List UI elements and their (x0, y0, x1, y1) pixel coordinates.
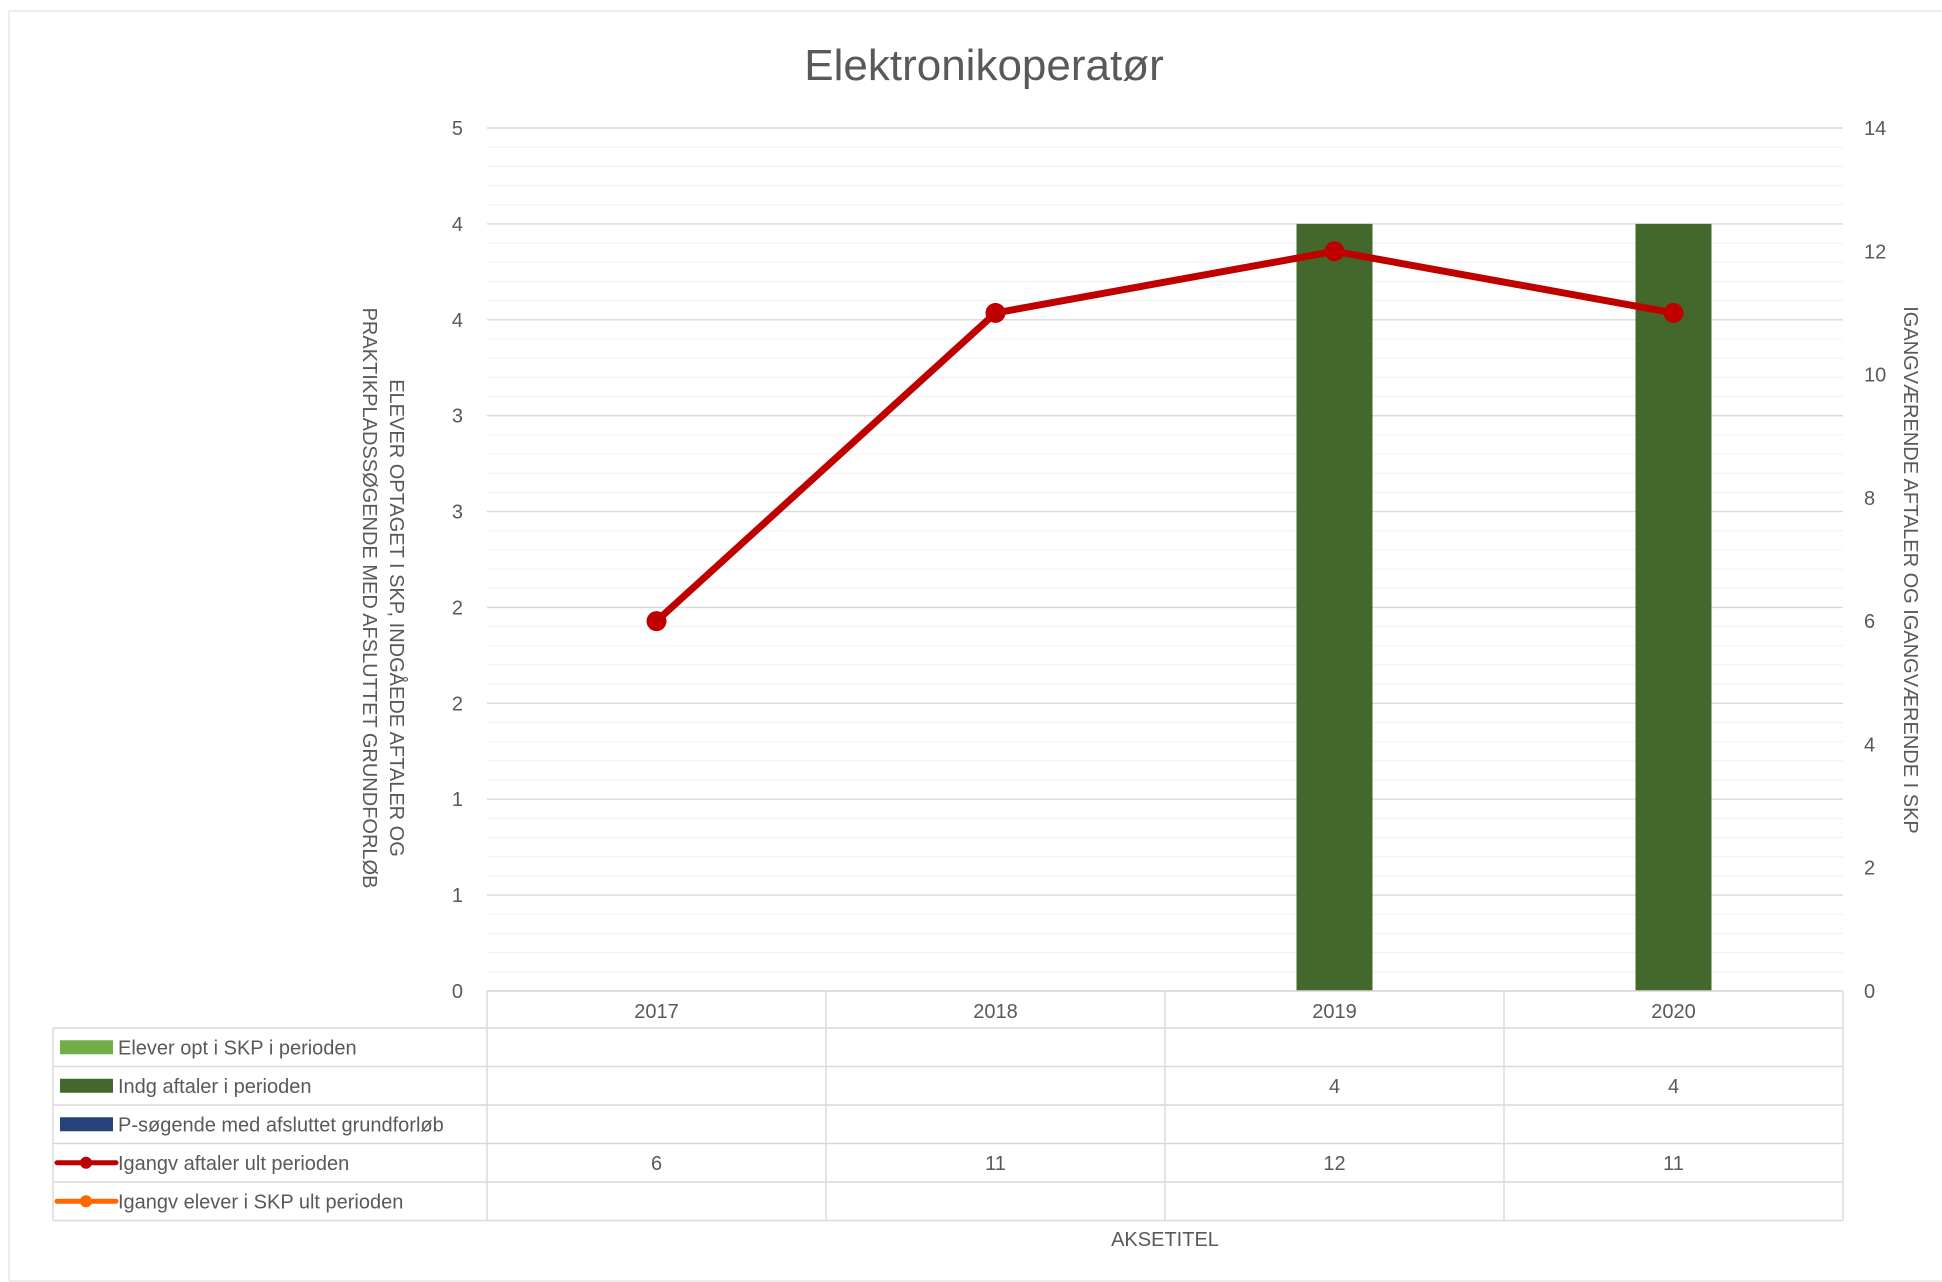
right-axis-ticks: 0 2 4 6 8 10 12 14 (1864, 118, 1886, 1003)
right-tick-label: 2 (1864, 858, 1875, 880)
left-tick-label: 0 (452, 981, 463, 1003)
category-label: 2017 (634, 1001, 679, 1023)
line-series (653, 247, 1677, 625)
legend-label: Indg aftaler i perioden (118, 1076, 311, 1098)
right-tick-label: 6 (1864, 611, 1875, 633)
legend-label: Elever opt i SKP i perioden (118, 1037, 357, 1059)
gridlines (487, 127, 1843, 992)
bar (1296, 223, 1373, 991)
bar (1635, 223, 1712, 991)
right-tick-label: 0 (1864, 981, 1875, 1003)
line-point (1324, 241, 1345, 262)
left-tick-label: 1 (452, 885, 463, 907)
left-axis-title-line1: ELEVER OPTAGET I SKP, INDGÅEDE AFTALER O… (385, 379, 408, 857)
data-table: 2017 2018 2019 2020 Elever opt i SKP i perio… (52, 990, 1844, 1222)
left-tick-label: 2 (452, 693, 463, 715)
right-tick-label: 8 (1864, 488, 1875, 510)
category-label: 2019 (1312, 1001, 1357, 1023)
category-label: 2020 (1651, 1001, 1696, 1023)
right-tick-label: 12 (1864, 241, 1886, 263)
legend-key-marker (80, 1156, 92, 1169)
right-tick-label: 4 (1864, 734, 1875, 756)
table-value: 12 (1323, 1153, 1345, 1175)
table-value: 11 (985, 1153, 1006, 1175)
line-point (646, 611, 667, 632)
left-axis-ticks: 0 1 1 2 2 3 3 4 4 5 (452, 118, 463, 1003)
table-value: 11 (1663, 1153, 1684, 1175)
category-label: 2018 (973, 1001, 1018, 1023)
legend-label: Igangv aftaler ult perioden (118, 1153, 349, 1175)
line-point (985, 302, 1006, 323)
legend-key (60, 1040, 113, 1055)
legend-key (60, 1078, 113, 1093)
chart-title: Elektronikoperatør (804, 41, 1163, 90)
table-value: 4 (1329, 1076, 1340, 1098)
legend-key (60, 1117, 113, 1132)
table-value: 6 (651, 1153, 662, 1175)
line-points (646, 241, 1684, 632)
left-tick-label: 4 (452, 214, 463, 236)
left-tick-label: 2 (452, 597, 463, 619)
table-value: 4 (1668, 1076, 1679, 1098)
legend-label: P-søgende med afsluttet grundforløb (118, 1114, 444, 1136)
left-tick-label: 5 (452, 118, 463, 140)
left-tick-label: 3 (452, 406, 463, 428)
right-tick-label: 10 (1864, 365, 1886, 387)
right-axis-title: IGANGVÆRENDE AFTALER OG IGANGVÆRENDE I S… (1899, 306, 1921, 834)
left-tick-label: 3 (452, 502, 463, 524)
series-line (653, 247, 1677, 625)
line-point (1663, 302, 1684, 323)
left-tick-label: 1 (452, 789, 463, 811)
legend-key-marker (80, 1195, 92, 1208)
left-tick-label: 4 (452, 310, 463, 332)
legend-label: Igangv elever i SKP ult perioden (118, 1191, 403, 1213)
right-tick-label: 14 (1864, 118, 1886, 140)
left-axis-title-line2: PRAKTIKPLADSSØGENDE MED AFSLUTTET GRUNDF… (358, 308, 380, 889)
bars (1296, 223, 1712, 991)
x-axis-title: AKSETITEL (1111, 1229, 1219, 1251)
